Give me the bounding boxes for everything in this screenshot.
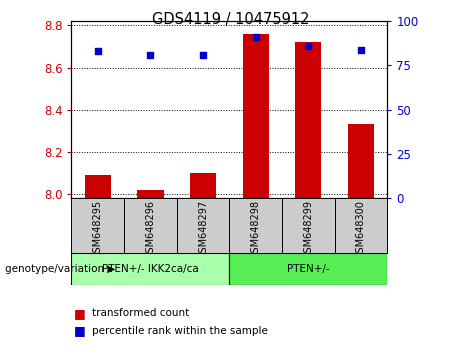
Bar	[190, 173, 216, 198]
Text: transformed count: transformed count	[92, 308, 189, 318]
Text: GSM648299: GSM648299	[303, 200, 313, 259]
Point	[357, 47, 365, 52]
Bar	[137, 190, 164, 198]
Point	[199, 52, 207, 58]
Bar	[229, 253, 387, 285]
Bar	[71, 198, 124, 253]
Bar	[124, 198, 177, 253]
Text: GSM648295: GSM648295	[93, 200, 103, 259]
Point	[305, 43, 312, 49]
Point	[252, 34, 260, 40]
Text: GSM648296: GSM648296	[145, 200, 155, 259]
Text: PTEN+/-: PTEN+/-	[287, 264, 330, 274]
Bar	[85, 175, 111, 198]
Text: genotype/variation ▶: genotype/variation ▶	[5, 264, 115, 274]
Bar	[71, 253, 230, 285]
Text: PTEN+/- IKK2ca/ca: PTEN+/- IKK2ca/ca	[102, 264, 199, 274]
Text: GDS4119 / 10475912: GDS4119 / 10475912	[152, 12, 309, 27]
Bar	[242, 34, 269, 198]
Point	[94, 48, 101, 54]
Text: GSM648298: GSM648298	[251, 200, 260, 259]
Text: ■: ■	[74, 307, 85, 320]
Bar	[177, 198, 229, 253]
Bar	[282, 198, 335, 253]
Bar	[229, 198, 282, 253]
Text: GSM648300: GSM648300	[356, 200, 366, 259]
Text: GSM648297: GSM648297	[198, 200, 208, 259]
Text: ■: ■	[74, 325, 85, 337]
Text: percentile rank within the sample: percentile rank within the sample	[92, 326, 268, 336]
Bar	[348, 125, 374, 198]
Bar	[335, 198, 387, 253]
Bar	[295, 42, 321, 198]
Point	[147, 52, 154, 58]
